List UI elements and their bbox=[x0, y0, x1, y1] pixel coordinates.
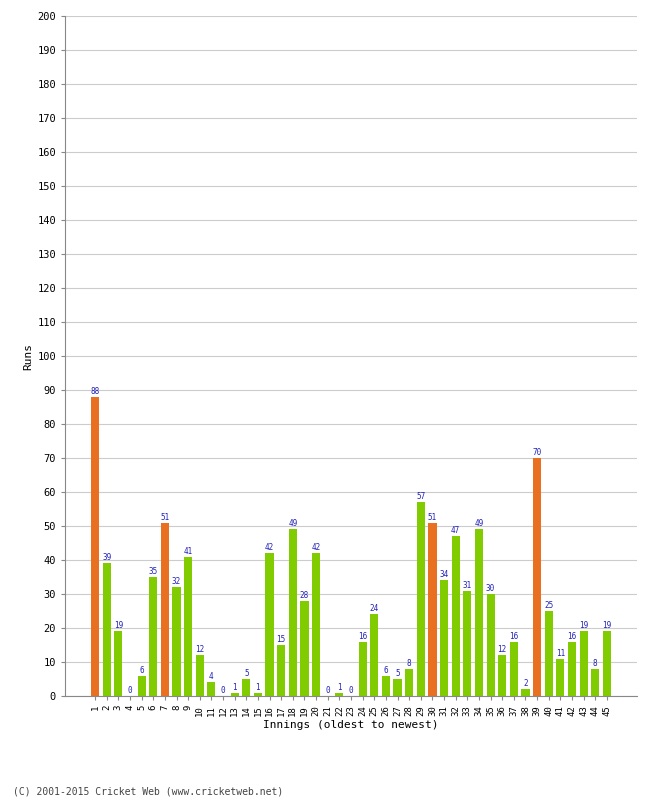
Text: 8: 8 bbox=[407, 658, 411, 668]
Bar bbox=[382, 675, 390, 696]
Text: 4: 4 bbox=[209, 672, 214, 682]
Text: 0: 0 bbox=[127, 686, 133, 695]
Y-axis label: Runs: Runs bbox=[23, 342, 33, 370]
Text: (C) 2001-2015 Cricket Web (www.cricketweb.net): (C) 2001-2015 Cricket Web (www.cricketwe… bbox=[13, 786, 283, 796]
Bar bbox=[254, 693, 262, 696]
Bar bbox=[114, 631, 122, 696]
Bar bbox=[184, 557, 192, 696]
Bar bbox=[172, 587, 181, 696]
Bar bbox=[359, 642, 367, 696]
Bar bbox=[138, 675, 146, 696]
Bar bbox=[265, 554, 274, 696]
Bar bbox=[556, 658, 564, 696]
Text: 0: 0 bbox=[348, 686, 354, 695]
Text: 25: 25 bbox=[544, 601, 553, 610]
Bar bbox=[393, 679, 402, 696]
Text: 0: 0 bbox=[326, 686, 330, 695]
X-axis label: Innings (oldest to newest): Innings (oldest to newest) bbox=[263, 720, 439, 730]
Text: 47: 47 bbox=[451, 526, 460, 535]
Text: 88: 88 bbox=[90, 386, 99, 396]
Bar bbox=[231, 693, 239, 696]
Text: 16: 16 bbox=[567, 631, 577, 641]
Text: 31: 31 bbox=[463, 581, 472, 590]
Text: 39: 39 bbox=[102, 554, 111, 562]
Bar bbox=[91, 397, 99, 696]
Bar bbox=[603, 631, 611, 696]
Bar bbox=[405, 669, 413, 696]
Text: 8: 8 bbox=[593, 658, 597, 668]
Bar bbox=[300, 601, 309, 696]
Bar bbox=[370, 614, 378, 696]
Bar bbox=[161, 522, 169, 696]
Bar bbox=[533, 458, 541, 696]
Text: 1: 1 bbox=[337, 682, 342, 691]
Text: 34: 34 bbox=[439, 570, 448, 579]
Bar bbox=[452, 536, 460, 696]
Bar bbox=[149, 577, 157, 696]
Text: 6: 6 bbox=[384, 666, 388, 674]
Text: 32: 32 bbox=[172, 577, 181, 586]
Bar bbox=[242, 679, 250, 696]
Bar bbox=[103, 563, 111, 696]
Text: 1: 1 bbox=[255, 682, 260, 691]
Text: 49: 49 bbox=[288, 519, 298, 528]
Bar bbox=[592, 669, 599, 696]
Text: 57: 57 bbox=[416, 492, 425, 501]
Text: 19: 19 bbox=[579, 622, 588, 630]
Bar bbox=[440, 581, 448, 696]
Text: 42: 42 bbox=[311, 543, 320, 552]
Bar bbox=[335, 693, 343, 696]
Bar bbox=[289, 530, 297, 696]
Bar bbox=[312, 554, 320, 696]
Bar bbox=[475, 530, 483, 696]
Text: 35: 35 bbox=[149, 567, 158, 576]
Bar bbox=[580, 631, 588, 696]
Bar bbox=[521, 689, 530, 696]
Text: 12: 12 bbox=[195, 645, 204, 654]
Text: 11: 11 bbox=[556, 649, 565, 658]
Bar bbox=[463, 590, 471, 696]
Text: 51: 51 bbox=[161, 513, 170, 522]
Text: 28: 28 bbox=[300, 590, 309, 600]
Bar bbox=[545, 611, 553, 696]
Text: 1: 1 bbox=[232, 682, 237, 691]
Bar bbox=[428, 522, 437, 696]
Text: 51: 51 bbox=[428, 513, 437, 522]
Text: 30: 30 bbox=[486, 584, 495, 593]
Text: 16: 16 bbox=[509, 631, 519, 641]
Bar bbox=[277, 645, 285, 696]
Text: 42: 42 bbox=[265, 543, 274, 552]
Text: 24: 24 bbox=[370, 604, 379, 614]
Text: 0: 0 bbox=[221, 686, 226, 695]
Bar bbox=[196, 655, 204, 696]
Text: 12: 12 bbox=[498, 645, 507, 654]
Text: 41: 41 bbox=[183, 546, 193, 555]
Text: 2: 2 bbox=[523, 679, 528, 688]
Text: 16: 16 bbox=[358, 631, 367, 641]
Bar bbox=[487, 594, 495, 696]
Bar bbox=[568, 642, 576, 696]
Text: 19: 19 bbox=[114, 622, 123, 630]
Text: 5: 5 bbox=[244, 669, 248, 678]
Text: 6: 6 bbox=[139, 666, 144, 674]
Bar bbox=[510, 642, 518, 696]
Bar bbox=[417, 502, 425, 696]
Text: 15: 15 bbox=[277, 635, 286, 644]
Text: 19: 19 bbox=[603, 622, 612, 630]
Bar bbox=[207, 682, 215, 696]
Text: 70: 70 bbox=[532, 448, 541, 457]
Text: 49: 49 bbox=[474, 519, 484, 528]
Bar bbox=[498, 655, 506, 696]
Text: 5: 5 bbox=[395, 669, 400, 678]
